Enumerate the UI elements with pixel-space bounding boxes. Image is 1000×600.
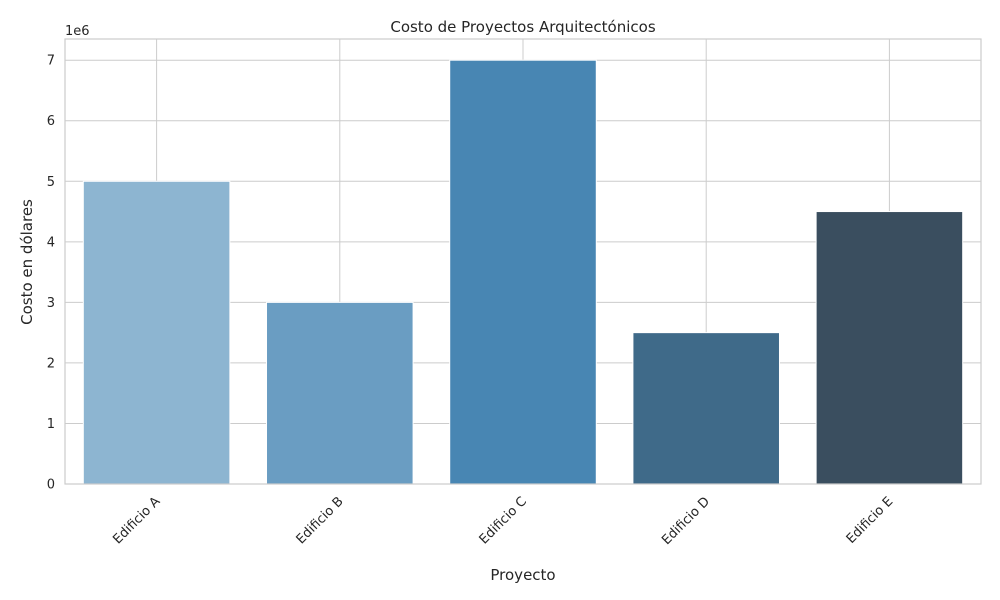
x-tick-label: Edificio C	[477, 494, 530, 547]
y-tick-label: 2	[47, 356, 55, 371]
y-tick-label: 3	[47, 296, 55, 311]
x-tick-label: Edificio D	[659, 494, 713, 548]
bar	[82, 180, 231, 485]
bar	[266, 301, 414, 485]
y-axis-label: Costo en dólares	[18, 199, 36, 325]
bar	[815, 211, 964, 485]
y-offset-label: 1e6	[65, 24, 90, 39]
bar	[632, 332, 780, 485]
x-axis-label: Proyecto	[490, 566, 555, 584]
x-ticks: Edificio A Edificio B Edificio C Edificio D…	[110, 494, 896, 548]
chart-title: Costo de Proyectos Arquitectónicos	[390, 18, 655, 36]
y-tick-label: 1	[47, 417, 55, 432]
y-tick-label: 7	[47, 54, 55, 69]
x-tick-label: Edificio E	[844, 494, 897, 547]
plot-frame	[64, 38, 982, 485]
y-tick-label: 6	[47, 114, 55, 129]
bar	[449, 59, 597, 485]
y-tick-label: 0	[47, 478, 55, 493]
y-ticks: 0 1 2 3 4 5 6 7	[47, 54, 55, 493]
y-tick-label: 5	[47, 175, 55, 190]
y-tick-label: 4	[47, 235, 55, 250]
x-tick-label: Edificio A	[110, 494, 163, 547]
x-tick-label: Edificio B	[294, 494, 347, 547]
bars-layer	[82, 59, 964, 485]
